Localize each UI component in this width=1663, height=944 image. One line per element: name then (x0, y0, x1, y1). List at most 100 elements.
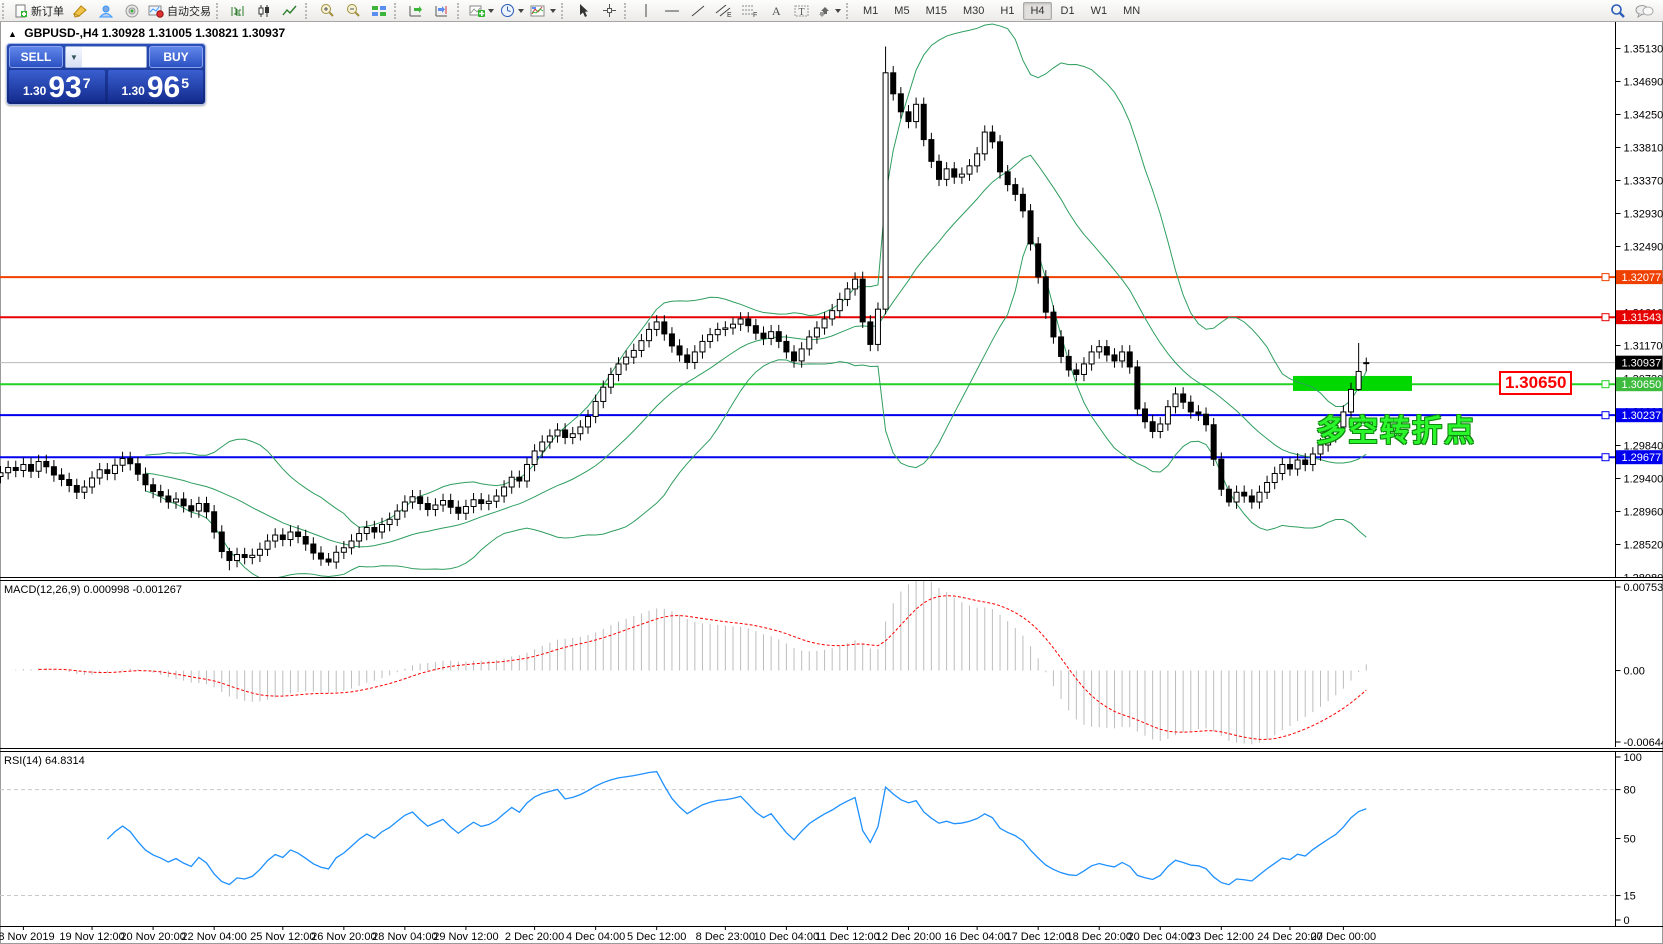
toolbar-grip[interactable] (305, 2, 312, 19)
zoom-out-icon (345, 3, 361, 18)
periods-dropdown-caret[interactable] (518, 8, 524, 13)
toolbar-grip[interactable] (457, 2, 464, 19)
chart-shift-button[interactable] (429, 0, 455, 22)
ohlc-low: 1.30821 (195, 26, 239, 40)
bid-price-pip: 7 (82, 75, 91, 91)
svg-text:1.31543: 1.31543 (1622, 312, 1662, 324)
toolbar: 新订单 自动交易 (0, 0, 1663, 22)
svg-text:E: E (727, 12, 732, 18)
arrows-dropdown-caret[interactable] (835, 8, 841, 13)
svg-text:T: T (799, 7, 805, 18)
toolbar-grip[interactable] (216, 2, 223, 19)
vertical-line-icon (640, 3, 652, 18)
timeframe-W1[interactable]: W1 (1090, 4, 1108, 17)
panel-separator[interactable] (0, 580, 1663, 581)
trendline-button[interactable] (685, 0, 711, 22)
highlight-rectangle[interactable] (1293, 375, 1412, 391)
hline-1.32077[interactable] (0, 273, 1615, 282)
candlestick-icon (256, 4, 272, 18)
line-chart-mode-button[interactable] (277, 0, 303, 22)
macd-signal-value: -0.001267 (132, 584, 182, 596)
hline-1.31543[interactable] (0, 313, 1615, 322)
new-order-button[interactable]: 新订单 (11, 0, 67, 22)
timeframe-H4[interactable]: H4 (1023, 1, 1052, 20)
community-icon (98, 4, 114, 18)
fibonacci-button[interactable]: F (737, 0, 763, 22)
crosshair-icon (602, 3, 617, 18)
auto-scroll-icon (408, 4, 424, 18)
panel-separator[interactable] (0, 577, 1663, 578)
ask-price-pip: 5 (181, 75, 190, 91)
price-level-tag[interactable]: 1.30650 (1499, 371, 1573, 395)
bid-price[interactable]: 1.30 93 7 (9, 70, 105, 103)
macd-panel[interactable]: 0.007538 0.00 -0.006446 (0, 581, 1663, 747)
timeframe-M1[interactable]: M1 (863, 4, 879, 17)
time-label: 23 Dec 12:00 (1189, 931, 1254, 943)
svg-text:1.29677: 1.29677 (1622, 452, 1662, 464)
trendline-icon (690, 4, 706, 18)
toolbar-grip[interactable] (561, 2, 568, 19)
ask-price[interactable]: 1.30 96 5 (107, 70, 203, 104)
turning-point-annotation[interactable]: 多空转折点 (1316, 415, 1476, 448)
collapse-triangle-icon[interactable]: ▲ (8, 29, 17, 39)
svg-text:1.28080: 1.28080 (1624, 573, 1663, 578)
timeframe-MN[interactable]: MN (1123, 4, 1141, 17)
indicators-dropdown-caret[interactable] (488, 8, 494, 13)
candlestick-mode-button[interactable] (251, 0, 277, 22)
cursor-icon (576, 3, 590, 18)
svg-text:1.32490: 1.32490 (1624, 242, 1663, 254)
volume-input[interactable] (82, 47, 146, 67)
text-icon: A (769, 4, 783, 18)
autotrade-button[interactable]: 自动交易 (145, 0, 214, 22)
search-button[interactable] (1605, 0, 1631, 22)
zoom-out-button[interactable] (340, 0, 366, 22)
horizontal-line-button[interactable] (659, 0, 685, 22)
timeframe-D1[interactable]: D1 (1060, 4, 1075, 17)
arrows-button[interactable] (815, 0, 844, 22)
timeframe-M30[interactable]: M30 (962, 4, 985, 17)
timeframe-M15[interactable]: M15 (925, 4, 947, 17)
signals-button[interactable] (119, 0, 145, 22)
toolbar-grip[interactable] (2, 2, 9, 19)
sell-button[interactable]: SELL (9, 46, 63, 68)
periods-button[interactable] (497, 0, 527, 22)
timeframe-M5[interactable]: M5 (894, 4, 910, 17)
auto-scroll-button[interactable] (403, 0, 429, 22)
time-label: 28 Nov 04:00 (372, 931, 437, 943)
svg-text:1.32077: 1.32077 (1622, 272, 1662, 284)
buy-button[interactable]: BUY (149, 46, 203, 68)
toolbar-grip[interactable] (846, 2, 853, 19)
price-axis[interactable]: 1.35130 1.34690 1.34250 1.33810 1.33370 1.329… (1615, 22, 1663, 578)
toolbar-grip[interactable] (394, 2, 401, 19)
tile-windows-button[interactable] (366, 0, 392, 22)
svg-text:1.33810: 1.33810 (1624, 143, 1663, 155)
rsi-panel[interactable]: 100 80 50 15 0 (0, 752, 1663, 926)
text-button[interactable]: A (763, 0, 789, 22)
indicators-button[interactable] (466, 0, 497, 22)
ask-price-big: 96 (146, 71, 181, 104)
crosshair-button[interactable] (596, 0, 622, 22)
timeframe-H1[interactable]: H1 (1000, 4, 1015, 17)
vertical-line-button[interactable] (633, 0, 659, 22)
main-chart[interactable]: 1.35130 1.34690 1.34250 1.33810 1.33370 1.329… (0, 22, 1663, 577)
toolbar-grip[interactable] (624, 2, 631, 19)
equidistant-channel-icon: E (715, 3, 733, 18)
volume-decrease-button[interactable]: ▼ (66, 47, 82, 67)
text-label-button[interactable]: T (789, 0, 815, 22)
chat-icon (1634, 3, 1654, 19)
panel-separator[interactable] (0, 748, 1663, 749)
bar-chart-mode-button[interactable] (225, 0, 251, 22)
time-label: 25 Nov 12:00 (250, 931, 315, 943)
cursor-button[interactable] (570, 0, 596, 22)
marker-button[interactable] (67, 0, 93, 22)
rsi-name: RSI(14) (4, 755, 42, 767)
zoom-in-button[interactable] (314, 0, 340, 22)
templates-dropdown-caret[interactable] (550, 8, 556, 13)
panel-separator[interactable] (0, 751, 1663, 752)
chat-button[interactable] (1631, 0, 1657, 22)
equidistant-channel-button[interactable]: E (711, 0, 737, 22)
community-button[interactable] (93, 0, 119, 22)
templates-button[interactable] (527, 0, 559, 22)
hline-1.29677[interactable] (0, 453, 1615, 462)
